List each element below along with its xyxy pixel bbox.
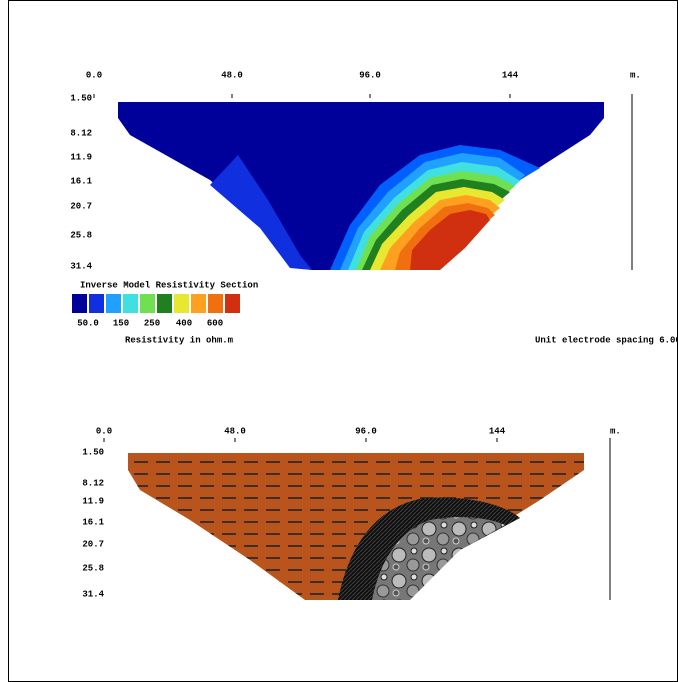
legend-swatch [123, 294, 138, 313]
x-tick-label: 96.0 [355, 426, 377, 436]
legend-label: 150 [113, 318, 129, 328]
legend-unit: Resistivity in ohm.m [125, 335, 234, 345]
depth-label: 20.7 [70, 201, 92, 211]
legend-swatch [140, 294, 155, 313]
legend-swatch [208, 294, 223, 313]
x-unit: m. [610, 426, 621, 436]
x-tick-label: 144 [489, 426, 506, 436]
x-unit: m. [630, 70, 641, 80]
legend-label: 600 [207, 318, 223, 328]
x-tick-label: 96.0 [359, 70, 381, 80]
legend-swatch [174, 294, 189, 313]
legend-swatch [191, 294, 206, 313]
depth-label: 1.50 [82, 447, 104, 457]
depth-label: 20.7 [82, 539, 104, 549]
depth-label: 25.8 [82, 563, 104, 573]
x-tick-label: 144 [502, 70, 519, 80]
depth-label: 11.9 [82, 496, 104, 506]
legend-label: 250 [144, 318, 160, 328]
depth-label: 8.12 [82, 478, 104, 488]
x-tick-label: 0.0 [86, 70, 102, 80]
legend-swatch [106, 294, 121, 313]
legend-label: 400 [176, 318, 192, 328]
x-tick-label: 0.0 [96, 426, 112, 436]
depth-label: 1.50 [70, 93, 92, 103]
depth-label: 25.8 [70, 230, 92, 240]
legend-swatch [89, 294, 104, 313]
legend-swatch [157, 294, 172, 313]
figure: Inverse Model Resistivity Section Resist… [0, 0, 678, 682]
legend-label: 50.0 [77, 318, 99, 328]
legend-swatch [225, 294, 240, 313]
depth-label: 16.1 [70, 176, 92, 186]
x-tick-label: 48.0 [224, 426, 246, 436]
depth-label: 31.4 [70, 261, 92, 271]
note: Unit electrode spacing 6.00 m. [535, 335, 678, 345]
depth-label: 16.1 [82, 517, 104, 527]
legend-title: Inverse Model Resistivity Section [80, 280, 258, 290]
depth-label: 11.9 [70, 152, 92, 162]
x-tick-label: 48.0 [221, 70, 243, 80]
depth-label: 8.12 [70, 128, 92, 138]
legend-swatch [72, 294, 87, 313]
depth-label: 31.4 [82, 589, 104, 599]
